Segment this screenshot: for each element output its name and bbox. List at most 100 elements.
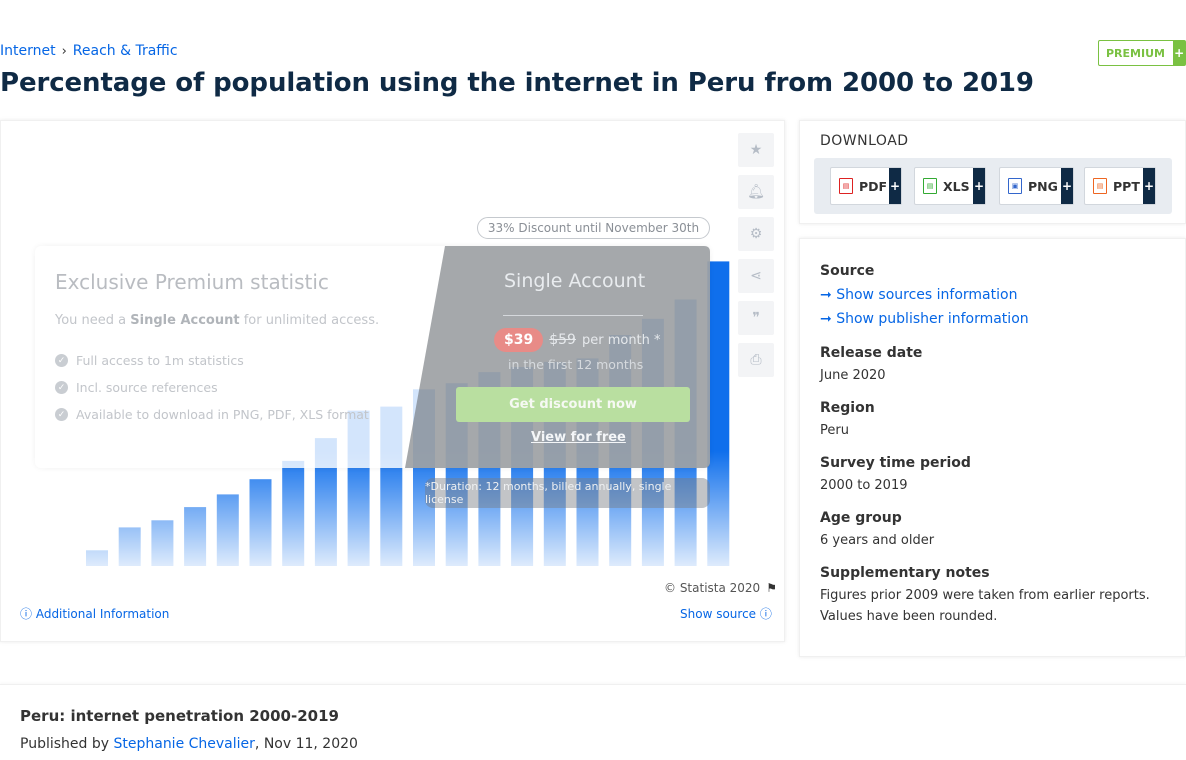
paywall-need-text: You need a Single Account for unlimited … <box>55 313 379 328</box>
feature-item: ✓ Full access to 1m statistics <box>55 353 244 368</box>
print-icon: ⎙ <box>750 352 762 368</box>
show-sources-label: Show sources information <box>836 287 1018 303</box>
bell-icon: 🔔︎ <box>747 184 765 200</box>
duration-note: *Duration: 12 months, billed annually, s… <box>425 478 710 508</box>
breadcrumb: Internet › Reach & Traffic <box>0 43 178 59</box>
get-discount-button[interactable]: Get discount now <box>456 387 690 422</box>
divider <box>503 315 643 316</box>
download-xls-button[interactable]: ▤ XLS + <box>914 167 986 205</box>
download-buttons: ▤ PDF + ▤ XLS + ▣ PNG + ▤ PPT + <box>814 158 1172 214</box>
download-xls-label: XLS <box>943 178 970 194</box>
download-ppt-label: PPT <box>1113 178 1140 194</box>
plus-icon: + <box>889 168 901 204</box>
notify-button[interactable]: 🔔︎ <box>738 175 774 209</box>
download-card: DOWNLOAD ▤ PDF + ▤ XLS + ▣ PNG + ▤ PPT + <box>799 120 1186 224</box>
info-card: Source ➞ Show sources information ➞ Show… <box>799 238 1186 657</box>
summary-title: Peru: internet penetration 2000-2019 <box>20 707 339 725</box>
download-pdf-button[interactable]: ▤ PDF + <box>830 167 902 205</box>
feature-item: ✓ Incl. source references <box>55 380 218 395</box>
breadcrumb-separator: › <box>61 43 67 59</box>
price-old: $59 <box>549 332 576 348</box>
download-title: DOWNLOAD <box>820 133 909 149</box>
flag-icon[interactable]: ⚑ <box>766 581 777 595</box>
age-value: 6 years and older <box>820 533 935 548</box>
page-title: Percentage of population using the inter… <box>0 68 1034 98</box>
xls-file-icon: ▤ <box>923 178 937 194</box>
show-publisher-label: Show publisher information <box>836 311 1029 327</box>
pdf-file-icon: ▤ <box>839 178 853 194</box>
notes-value: Figures prior 2009 were taken from earli… <box>820 588 1150 624</box>
premium-label: PREMIUM <box>1106 46 1165 60</box>
price-row: $39 $59 per month * <box>494 326 661 354</box>
release-value: June 2020 <box>820 368 886 383</box>
ppt-file-icon: ▤ <box>1093 178 1107 194</box>
view-for-free-link[interactable]: View for free <box>531 430 626 445</box>
publish-date: , Nov 11, 2020 <box>254 736 358 752</box>
gear-icon: ⚙ <box>749 226 763 242</box>
feature-label: Incl. source references <box>76 380 218 395</box>
breadcrumb-internet[interactable]: Internet <box>0 43 56 59</box>
release-label: Release date <box>820 345 923 361</box>
settings-button[interactable]: ⚙ <box>738 217 774 251</box>
plus-icon: + <box>973 168 985 204</box>
share-button[interactable]: ⋖ <box>738 259 774 293</box>
chart-area <box>1 261 731 571</box>
breadcrumb-reach-traffic[interactable]: Reach & Traffic <box>72 43 178 59</box>
check-icon: ✓ <box>55 381 68 394</box>
star-icon: ★ <box>749 142 763 158</box>
paywall-title: Exclusive Premium statistic <box>55 270 329 294</box>
chart-fade <box>1 451 731 571</box>
feature-label: Available to download in PNG, PDF, XLS f… <box>76 407 369 422</box>
additional-info-label: Additional Information <box>35 607 170 621</box>
feature-label: Full access to 1m statistics <box>76 353 244 368</box>
statistic-summary: Peru: internet penetration 2000-2019 Pub… <box>0 684 1186 760</box>
premium-badge[interactable]: PREMIUM + <box>1098 40 1186 66</box>
account-title: Single Account <box>504 270 646 292</box>
region-value: Peru <box>820 423 849 438</box>
additional-info-link[interactable]: ⓘ Additional Information <box>20 605 169 622</box>
copyright: © Statista 2020 ⚑ <box>664 581 777 595</box>
check-icon: ✓ <box>55 408 68 421</box>
need-suffix: for unlimited access. <box>239 313 380 328</box>
published-by-prefix: Published by <box>20 736 114 752</box>
print-button[interactable]: ⎙ <box>738 343 774 377</box>
arrow-right-icon: ➞ <box>820 287 837 303</box>
info-icon: ⓘ <box>756 607 772 621</box>
first-months: in the first 12 months <box>508 357 644 372</box>
notes-label: Supplementary notes <box>820 565 990 581</box>
published-by: Published by Stephanie Chevalier, Nov 11… <box>20 736 358 752</box>
age-label: Age group <box>820 510 902 526</box>
need-bold: Single Account <box>130 313 240 328</box>
per-month: per month * <box>581 332 661 348</box>
author-link[interactable]: Stephanie Chevalier <box>113 736 255 752</box>
plus-icon: + <box>1143 168 1155 204</box>
feature-item: ✓ Available to download in PNG, PDF, XLS … <box>55 407 369 422</box>
download-png-label: PNG <box>1028 178 1058 194</box>
favorite-button[interactable]: ★ <box>738 133 774 167</box>
png-file-icon: ▣ <box>1008 178 1022 194</box>
premium-plus: + <box>1173 41 1185 65</box>
survey-label: Survey time period <box>820 455 971 471</box>
show-source-label: Show source <box>680 607 757 621</box>
region-label: Region <box>820 400 875 416</box>
show-source-link[interactable]: Show source ⓘ <box>680 605 772 622</box>
download-ppt-button[interactable]: ▤ PPT + <box>1084 167 1156 205</box>
cite-button[interactable]: ❞ <box>738 301 774 335</box>
source-label: Source <box>820 263 875 279</box>
plus-icon: + <box>1061 168 1073 204</box>
info-icon: ⓘ <box>20 607 36 621</box>
discount-badge: 33% Discount until November 30th <box>477 217 710 239</box>
show-sources-link[interactable]: ➞ Show sources information <box>820 287 1017 303</box>
check-icon: ✓ <box>55 354 68 367</box>
download-pdf-label: PDF <box>859 178 888 194</box>
survey-value: 2000 to 2019 <box>820 478 908 493</box>
quote-icon: ❞ <box>752 310 760 326</box>
copyright-text: © Statista 2020 <box>664 581 761 595</box>
download-png-button[interactable]: ▣ PNG + <box>999 167 1074 205</box>
price-new: $39 <box>494 328 544 352</box>
need-prefix: You need a <box>55 313 131 328</box>
show-publisher-link[interactable]: ➞ Show publisher information <box>820 311 1029 327</box>
arrow-right-icon: ➞ <box>820 311 837 327</box>
share-icon: ⋖ <box>750 268 762 284</box>
